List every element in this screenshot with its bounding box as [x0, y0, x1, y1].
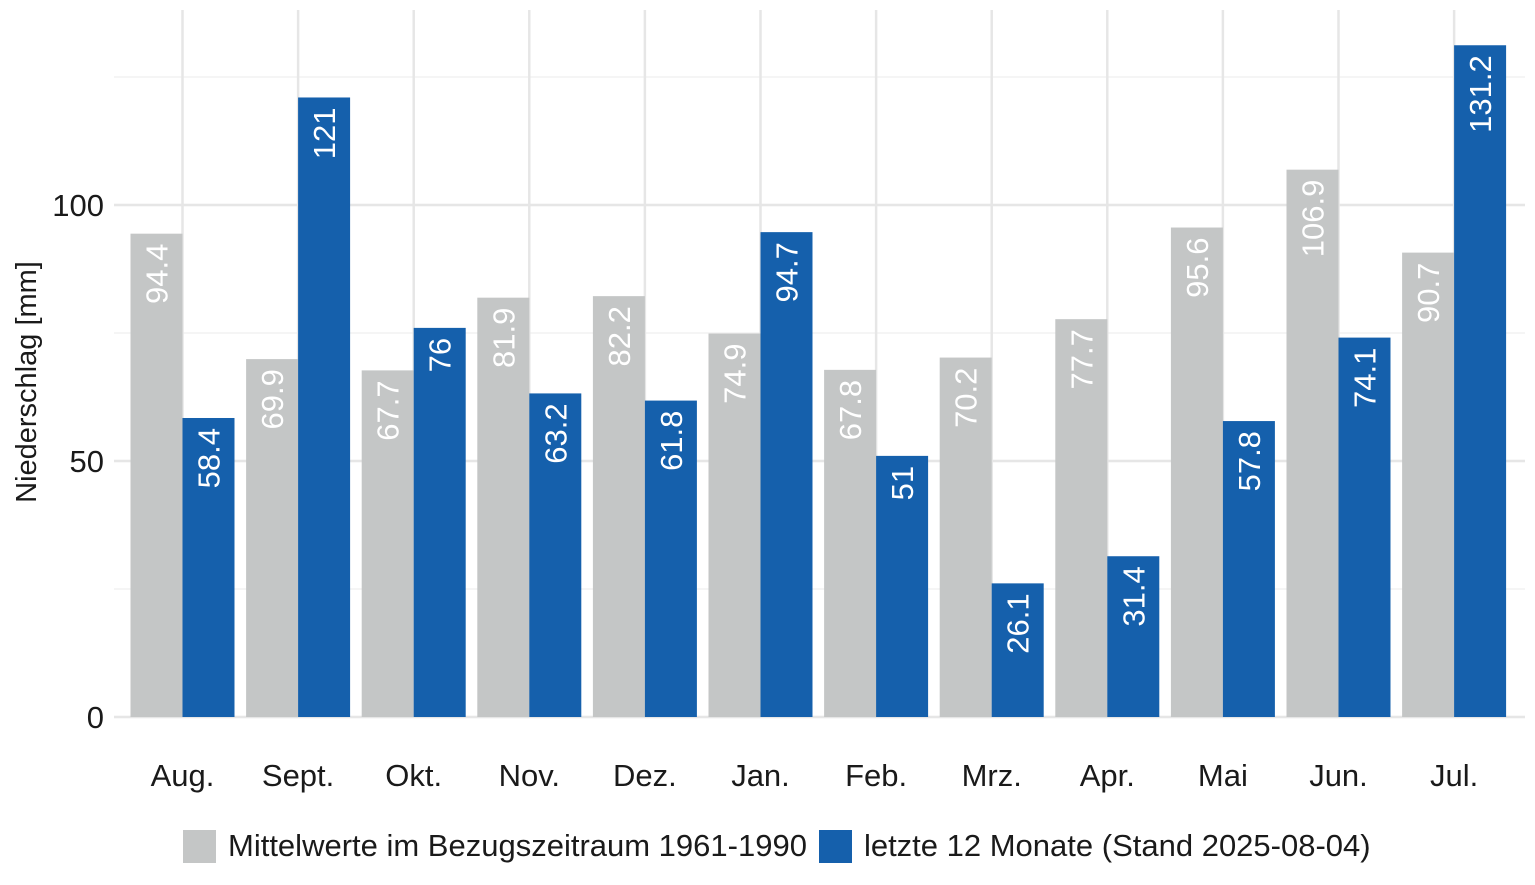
bar-last-12-months-11: [1454, 45, 1507, 718]
bars: [130, 45, 1507, 718]
bar-label: 121: [307, 107, 342, 159]
y-axis: 0 50 100: [52, 188, 104, 735]
legend-swatch-reference: [183, 829, 216, 863]
bar-reference-8: [1055, 319, 1108, 717]
x-tick-label: Mrz.: [962, 758, 1022, 793]
x-tick-label: Jul.: [1430, 758, 1478, 793]
bar-label: 94.7: [770, 242, 805, 302]
bar-label: 90.7: [1411, 263, 1446, 323]
x-tick-label: Jan.: [731, 758, 790, 793]
bar-label: 51: [885, 466, 920, 500]
bar-label: 95.6: [1180, 238, 1215, 298]
bar-label: 67.7: [371, 380, 406, 440]
legend-label-reference: Mittelwerte im Bezugszeitraum 1961-1990: [228, 828, 807, 863]
bar-label: 63.2: [538, 403, 573, 463]
bar-reference-4: [592, 296, 645, 717]
bar-label: 77.7: [1064, 329, 1099, 389]
bar-label: 61.8: [654, 411, 689, 471]
bar-last-12-months-1: [298, 97, 351, 718]
bar-reference-10: [1286, 169, 1339, 717]
x-tick-label: Jun.: [1309, 758, 1368, 793]
bar-reference-5: [708, 333, 761, 717]
bar-label: 76: [423, 338, 458, 372]
legend: Mittelwerte im Bezugszeitraum 1961-1990 …: [183, 826, 1383, 866]
bar-last-12-months-4: [644, 400, 697, 717]
bar-label: 70.2: [949, 368, 984, 428]
bar-label: 57.8: [1232, 431, 1267, 491]
legend-item-last-12-months: letzte 12 Monate (Stand 2025-08-04): [818, 828, 1371, 864]
bar-label: 67.8: [833, 380, 868, 440]
data-labels: 94.4 69.9 67.7 81.9 82.2 74.9 67.8 70.2 77.7 95.6…: [140, 55, 1499, 653]
x-tick-label: Sept.: [262, 758, 334, 793]
bar-label: 106.9: [1296, 180, 1331, 258]
y-tick-label: 50: [70, 444, 104, 479]
y-tick-label: 0: [87, 700, 104, 735]
bar-last-12-months-3: [529, 393, 582, 717]
legend-item-reference: Mittelwerte im Bezugszeitraum 1961-1990: [183, 828, 807, 864]
x-tick-label: Feb.: [845, 758, 907, 793]
bar-last-12-months-10: [1338, 337, 1391, 717]
bar-label: 74.9: [718, 344, 753, 404]
bar-label: 94.4: [140, 244, 175, 304]
bar-reference-11: [1402, 252, 1455, 717]
x-tick-label: Mai: [1198, 758, 1248, 793]
bar-label: 58.4: [192, 428, 227, 488]
bar-label: 26.1: [1001, 593, 1036, 653]
x-tick-label: Nov.: [499, 758, 560, 793]
bar-label: 31.4: [1116, 566, 1151, 626]
bar-label: 81.9: [486, 308, 521, 368]
bar-label: 82.2: [602, 306, 637, 366]
bar-reference-6: [824, 369, 877, 717]
x-tick-label: Apr.: [1080, 758, 1135, 793]
y-axis-title: Niederschlag [mm]: [11, 261, 43, 503]
bar-last-12-months-2: [413, 327, 466, 717]
bar-reference-2: [361, 370, 414, 717]
bar-last-12-months-8: [1107, 556, 1160, 717]
bar-reference-9: [1170, 227, 1223, 717]
bar-label: 74.1: [1348, 348, 1383, 408]
bar-last-12-months-9: [1222, 421, 1275, 717]
bar-last-12-months-7: [991, 583, 1044, 717]
bar-label: 69.9: [255, 369, 290, 429]
bar-reference-3: [477, 297, 530, 717]
bar-last-12-months-6: [876, 455, 929, 717]
bar-reference-0: [130, 233, 183, 717]
x-tick-label: Dez.: [613, 758, 677, 793]
bar-reference-1: [246, 359, 299, 717]
legend-label-last-12-months: letzte 12 Monate (Stand 2025-08-04): [863, 828, 1371, 863]
bar-last-12-months-5: [760, 232, 813, 718]
x-tick-label: Okt.: [385, 758, 442, 793]
bar-last-12-months-0: [182, 417, 235, 717]
x-axis: Aug. Sept. Okt. Nov. Dez. Jan. Feb. Mrz. Apr. Mai…: [151, 758, 1479, 793]
bar-reference-7: [939, 357, 992, 717]
y-tick-label: 100: [52, 188, 104, 223]
legend-swatch-last-12-months: [818, 829, 852, 863]
bar-label: 131.2: [1463, 55, 1498, 133]
x-tick-label: Aug.: [151, 758, 215, 793]
